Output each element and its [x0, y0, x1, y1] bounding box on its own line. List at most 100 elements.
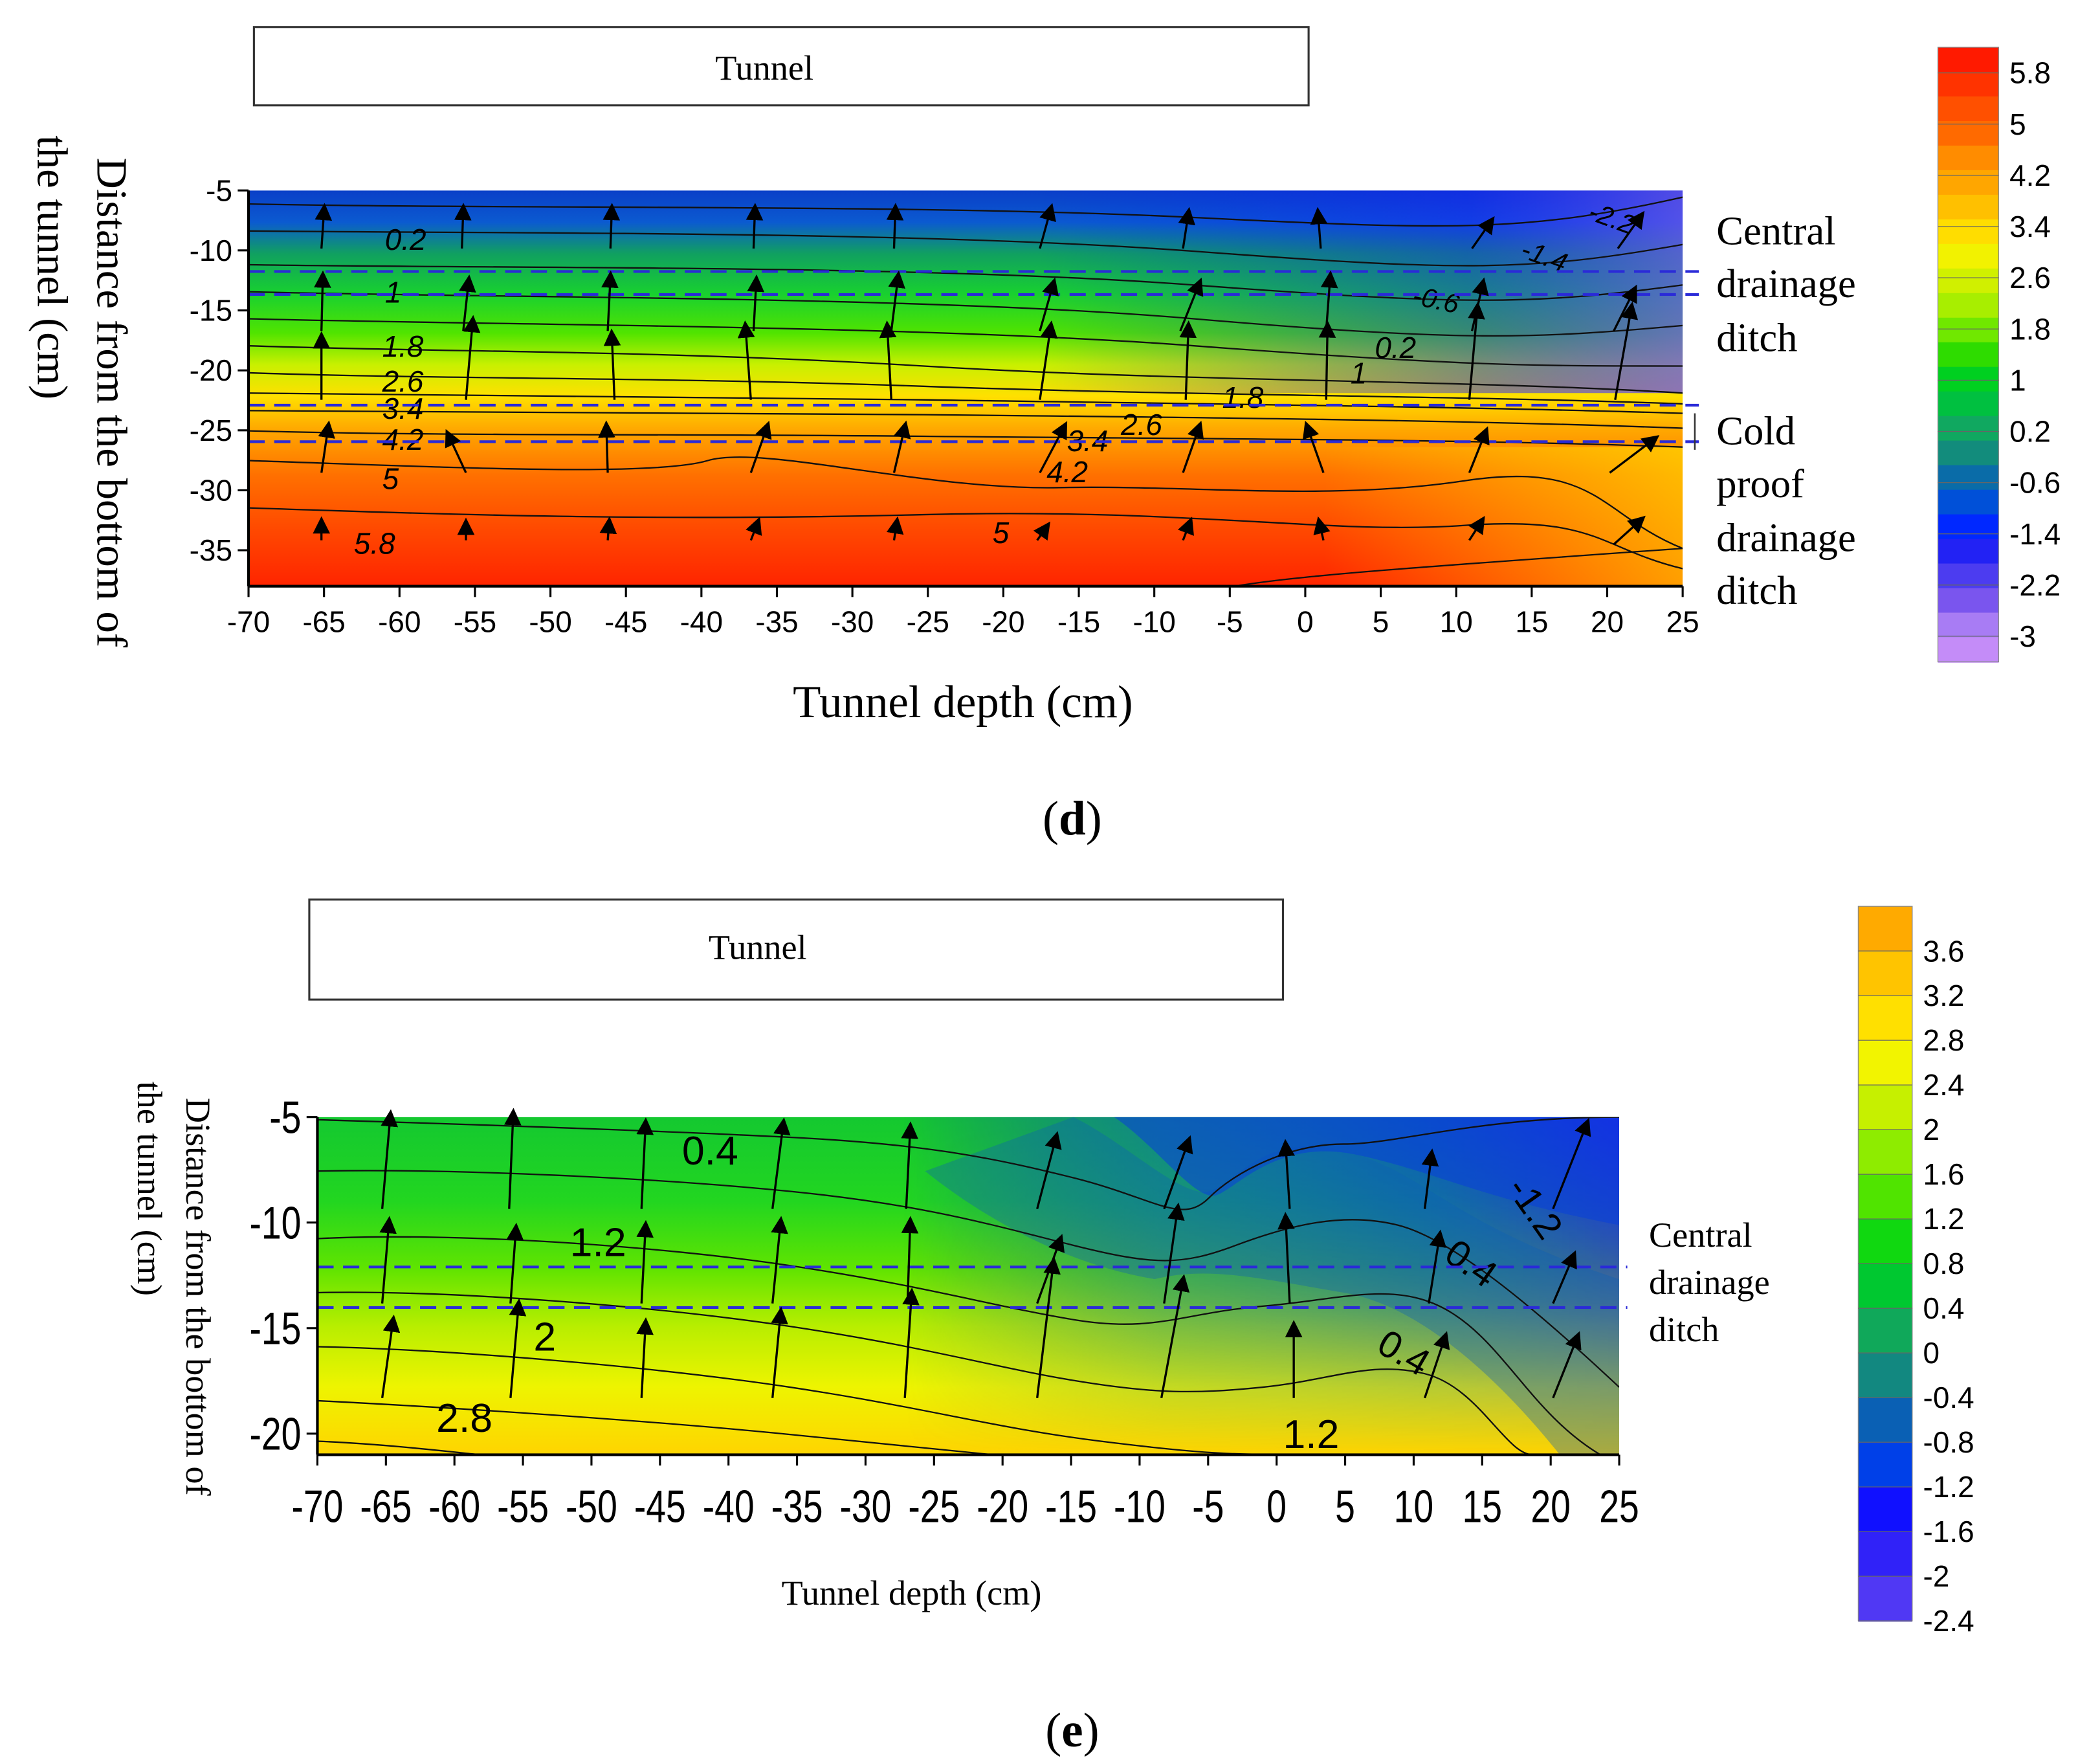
colorbar-swatch — [1938, 47, 1999, 73]
x-tick-label: -35 — [771, 1481, 823, 1532]
x-tick-label: -10 — [1114, 1481, 1166, 1532]
contour-label-d-0: 0.2 — [385, 223, 426, 256]
colorbar-swatch — [1938, 120, 1999, 147]
colorbar-swatch — [1938, 588, 1999, 614]
contour-label-d-4: 3.4 — [382, 392, 424, 425]
colorbar-swatch — [1938, 219, 1999, 245]
colorbar-swatch — [1858, 1174, 1912, 1220]
x-tick-label: -10 — [1133, 605, 1176, 639]
x-tick-label: -25 — [908, 1481, 960, 1532]
x-tick-label: 20 — [1591, 605, 1624, 639]
y-tick-label: -20 — [190, 353, 232, 387]
colorbar-swatch — [1938, 243, 1999, 270]
colorbar-swatch — [1938, 637, 1999, 663]
x-tick-label: -55 — [454, 605, 496, 639]
colorbar-label: 2.8 — [1923, 1023, 1965, 1057]
colorbar-swatch — [1938, 170, 1999, 196]
colorbar-label: 5 — [2009, 107, 2026, 141]
y-tick-label: -10 — [190, 234, 232, 267]
colorbar-label: 1.8 — [2009, 312, 2051, 346]
contour-label-d-2: 1.8 — [382, 329, 424, 363]
annotation-central-d: Central drainage ditch — [1716, 208, 1855, 361]
panel-label-d: (d) — [1043, 792, 1102, 846]
colorbar-swatch — [1858, 1130, 1912, 1175]
colorbar-label: 0.4 — [1923, 1291, 1965, 1325]
x-axis-label-e: Tunnel depth (cm) — [782, 1574, 1042, 1612]
x-tick-label: -45 — [604, 605, 647, 639]
colorbar-d: 5.8 5 4.2 3.4 2.6 1.8 1 0.2 -0.6 -1.4 -2.2 -3 — [1937, 47, 2061, 663]
x-tick-label: -40 — [680, 605, 723, 639]
contour-label-e-3: 2.8 — [436, 1396, 492, 1441]
x-tick-label: -20 — [982, 605, 1024, 639]
annotation-cold-line4-d: ditch — [1716, 568, 1797, 613]
contour-label-e-7: 1.2 — [1283, 1412, 1339, 1457]
colorbar-swatch — [1858, 1264, 1912, 1309]
x-tick-label: -20 — [977, 1481, 1028, 1532]
annotation-cold-line3-d: drainage — [1716, 515, 1855, 560]
x-tick-label: -45 — [634, 1481, 686, 1532]
contour-label-d-7: 5.8 — [354, 527, 395, 561]
y-tick-label: -25 — [190, 414, 232, 447]
x-tick-label: -15 — [1057, 605, 1100, 639]
colorbar-label: 5.8 — [2009, 56, 2051, 90]
colorbar-swatch — [1858, 1398, 1912, 1443]
annotation-central-line3-d: ditch — [1716, 315, 1797, 361]
colorbar-label: -3 — [2009, 619, 2036, 653]
colorbar-swatch — [1938, 342, 1999, 368]
contour-label-d-17: 5 — [993, 516, 1010, 550]
colorbar-swatch — [1938, 489, 1999, 515]
colorbar-swatch — [1938, 293, 1999, 319]
tunnel-box-label-e: Tunnel — [709, 928, 807, 967]
colorbar-swatch — [1938, 440, 1999, 466]
annotation-central-line2-e: drainage — [1649, 1263, 1770, 1302]
ditch-lines-e — [317, 1265, 1628, 1309]
contour-label-d-6: 5 — [382, 462, 399, 495]
colorbar-label: 1 — [2009, 363, 2026, 397]
x-tick-label: -70 — [291, 1481, 343, 1532]
x-tick-label: 0 — [1297, 605, 1314, 639]
annotation-cold-d: Cold proof drainage ditch — [1716, 408, 1855, 613]
x-tick-label: 15 — [1463, 1481, 1503, 1532]
x-tick-label: 5 — [1373, 605, 1389, 639]
colorbar-label: 2.4 — [1923, 1068, 1965, 1102]
colorbar-frame — [1937, 47, 2000, 663]
panel-e: Tunnel — [130, 898, 1974, 1757]
annotation-central-line1-d: Central — [1716, 208, 1835, 254]
colorbar-swatch — [1858, 1532, 1912, 1577]
colorbar-e: 3.6 3.2 2.8 2.4 2 1.6 1.2 0.8 0.4 0 -0.4 -0.8 -1.2 -1… — [1857, 906, 1974, 1638]
panel-letter-e: e — [1061, 1704, 1083, 1757]
x-tick-label: -65 — [360, 1481, 412, 1532]
colorbar-label: -2.2 — [2009, 568, 2061, 602]
contour-label-e-2: 2 — [533, 1315, 556, 1360]
y-axis-label-line2-d: the tunnel (cm) — [28, 135, 76, 399]
x-tick-label: 25 — [1666, 605, 1699, 639]
colorbar-swatch — [1858, 1308, 1912, 1354]
colorbar-label: 2 — [1923, 1113, 1940, 1146]
x-tick-label: -5 — [1217, 605, 1243, 639]
contour-label-d-11: 0.2 — [1375, 331, 1416, 364]
contour-label-d-3: 2.6 — [382, 364, 424, 398]
x-tick-label: -65 — [303, 605, 346, 639]
colorbar-swatch — [1858, 1353, 1912, 1399]
y-tick-label: -15 — [249, 1303, 301, 1354]
x-tick-label: -40 — [703, 1481, 755, 1532]
annotation-central-e: Central drainage ditch — [1649, 1216, 1770, 1349]
colorbar-swatch — [1938, 317, 1999, 344]
colorbar-swatch — [1938, 72, 1999, 98]
y-tick-label: -35 — [190, 533, 232, 567]
contour-label-e-0: 0.4 — [682, 1128, 738, 1174]
x-axis-label-d: Tunnel depth (cm) — [793, 677, 1133, 728]
annotation-central-line1-e: Central — [1649, 1216, 1752, 1254]
colorbar-label: 1.2 — [1923, 1202, 1965, 1236]
axes-e: -70 -65 -60 -55 -50 -45 -40 -35 -30 -25 -20 -15 -10-… — [249, 1092, 1639, 1532]
x-tick-label: 0 — [1266, 1481, 1287, 1532]
colorbar-swatch — [1858, 1442, 1912, 1488]
flow-arrows-d — [313, 203, 1660, 546]
colorbar-label: -0.4 — [1923, 1381, 1974, 1414]
x-tick-label: 15 — [1515, 605, 1548, 639]
y-tick-label: -20 — [249, 1409, 301, 1460]
y-tick-label: -30 — [190, 473, 232, 507]
x-tick-label: -5 — [1192, 1481, 1224, 1532]
annotation-cold-line2-d: proof — [1716, 461, 1804, 506]
